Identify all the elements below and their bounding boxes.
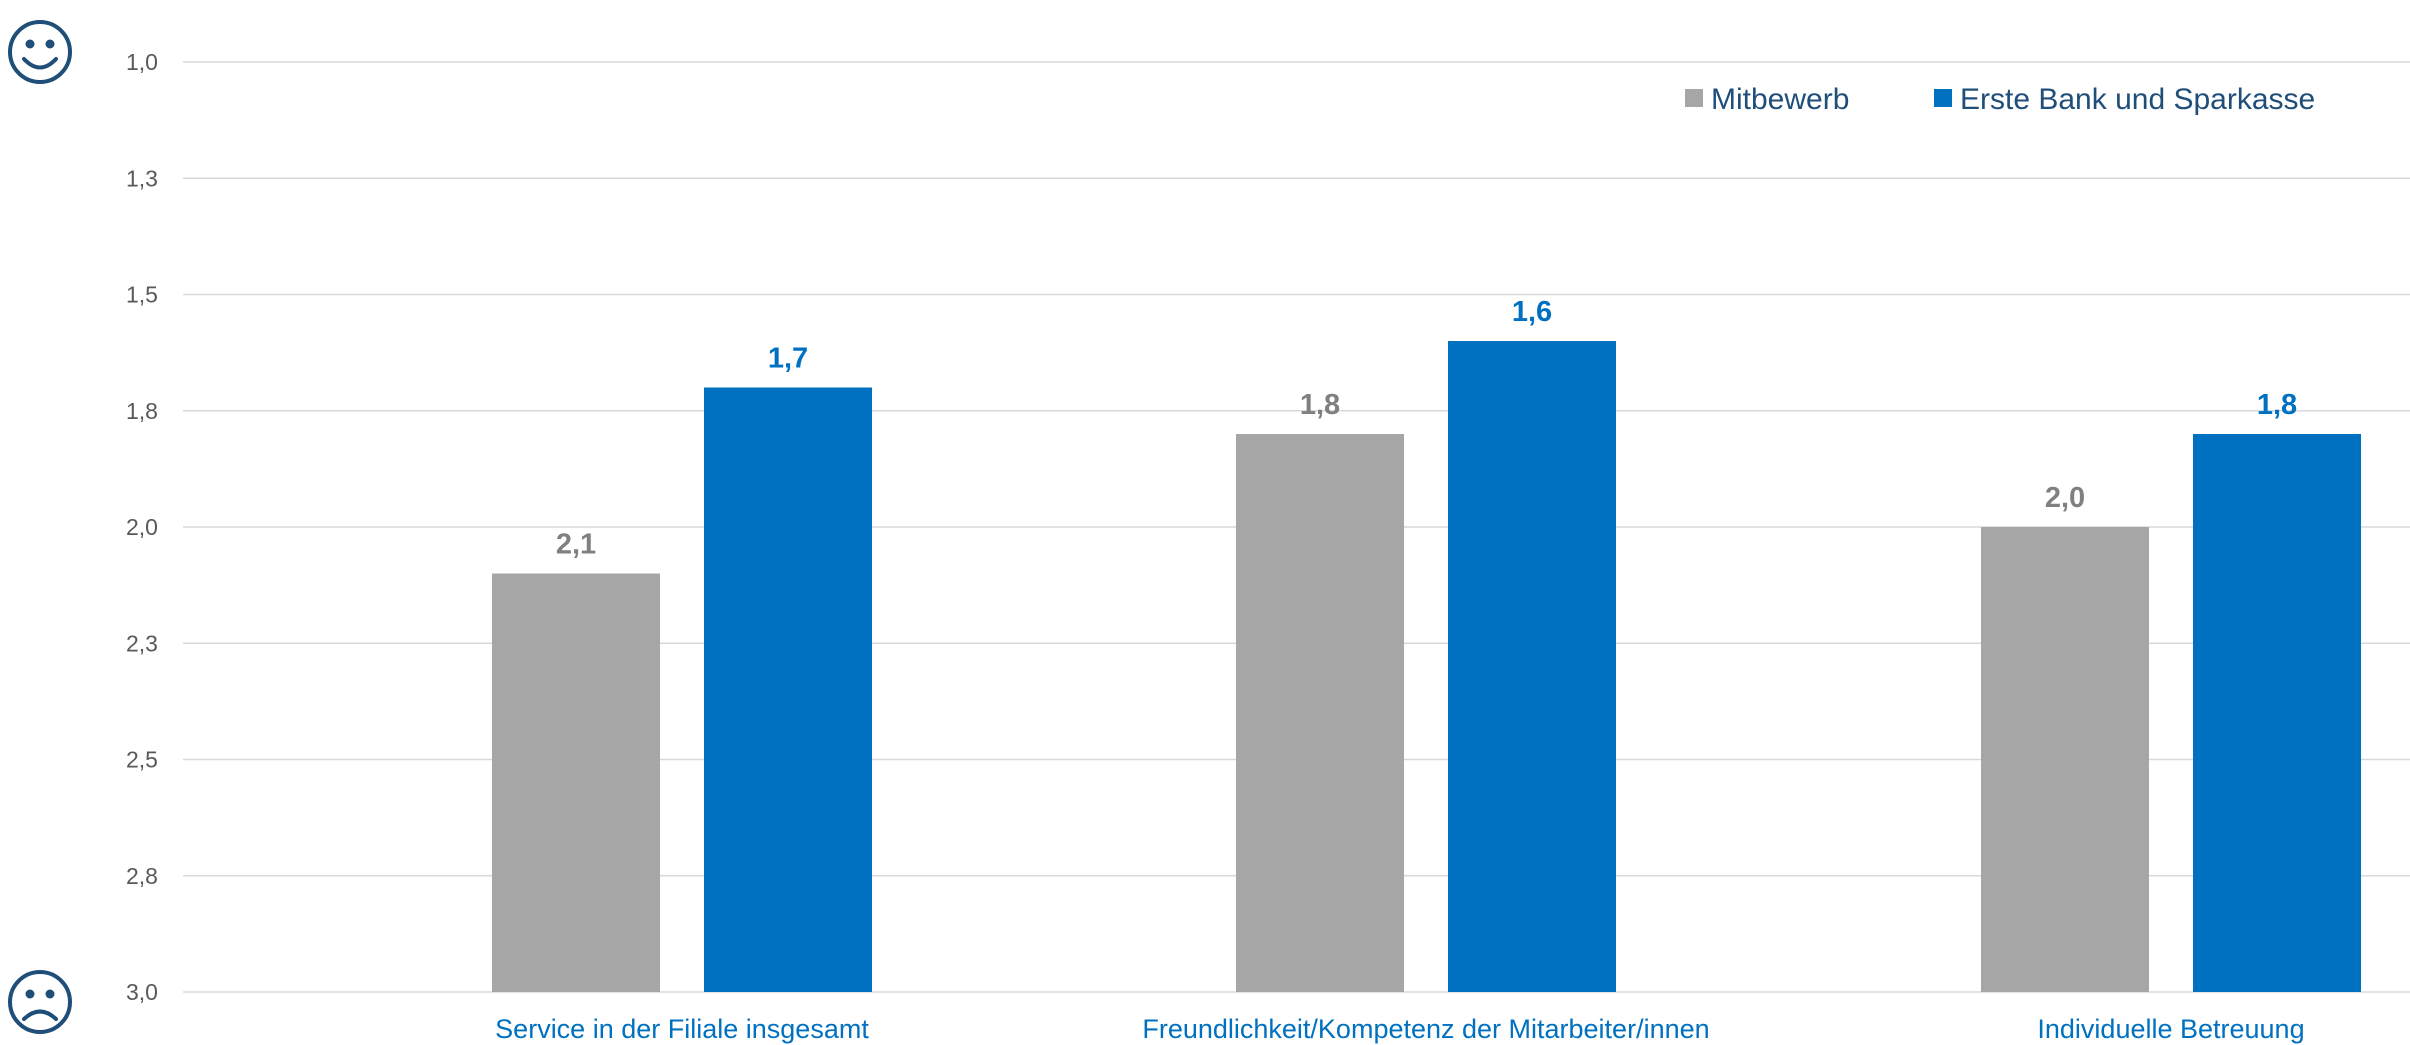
data-label: 1,8 (2257, 389, 2297, 421)
y-tick-label: 3,0 (126, 979, 158, 1005)
y-tick-label: 1,8 (126, 398, 158, 424)
y-tick-label: 1,3 (126, 165, 158, 191)
bar-erste-bank-2 (2193, 434, 2361, 992)
bar-erste-bank-0 (704, 387, 872, 992)
bar-mitbewerb-2 (1981, 527, 2149, 992)
bars (492, 341, 2361, 992)
legend: Mitbewerb Erste Bank und Sparkasse (1685, 83, 2315, 116)
data-label: 1,8 (1300, 389, 1340, 421)
y-axis-ticks: 1,0 1,3 1,5 1,8 2,0 2,3 2,5 2,8 3,0 (126, 49, 158, 1005)
bar-mitbewerb-0 (492, 573, 660, 992)
smiley-happy-icon (8, 20, 72, 84)
data-labels: 2,1 1,7 1,8 1,6 2,0 1,8 (556, 296, 2297, 561)
y-tick-label: 1,5 (126, 282, 158, 308)
y-tick-label: 2,8 (126, 863, 158, 889)
category-labels: Service in der Filiale insgesamt Freundli… (495, 1014, 2304, 1044)
legend-swatch (1685, 89, 1703, 107)
y-tick-label: 2,3 (126, 630, 158, 656)
data-label: 1,6 (1512, 296, 1552, 328)
legend-label: Erste Bank und Sparkasse (1960, 83, 2315, 116)
category-label: Freundlichkeit/Kompetenz der Mitarbeiter… (1142, 1014, 1709, 1044)
y-tick-label: 2,5 (126, 747, 158, 773)
legend-label: Mitbewerb (1711, 83, 1849, 116)
bar-mitbewerb-1 (1236, 434, 1404, 992)
data-label: 2,1 (556, 529, 596, 561)
smiley-sad-icon (8, 970, 72, 1034)
bar-erste-bank-1 (1448, 341, 1616, 992)
data-label: 1,7 (768, 343, 808, 375)
y-tick-label: 2,0 (126, 514, 158, 540)
legend-swatch (1934, 89, 1952, 107)
category-label: Individuelle Betreuung (2037, 1014, 2304, 1044)
data-label: 2,0 (2045, 482, 2085, 514)
category-label: Service in der Filiale insgesamt (495, 1014, 869, 1044)
y-tick-label: 1,0 (126, 49, 158, 75)
